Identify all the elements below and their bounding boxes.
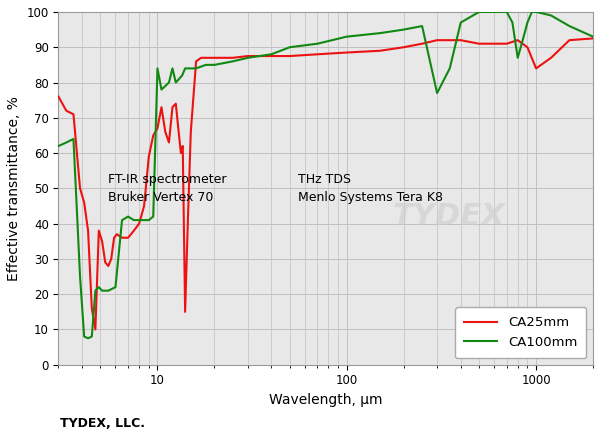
CA100mm	[130, 218, 137, 223]
Legend: CA25mm, CA100mm: CA25mm, CA100mm	[455, 307, 586, 358]
CA25mm	[182, 309, 189, 314]
CA100mm	[547, 13, 554, 18]
CA100mm	[457, 20, 464, 25]
CA100mm	[589, 34, 596, 39]
X-axis label: Wavelength, μm: Wavelength, μm	[269, 393, 383, 407]
CA100mm	[475, 9, 482, 15]
Y-axis label: Effective transmittance, %: Effective transmittance, %	[7, 96, 21, 281]
CA25mm	[125, 235, 132, 240]
CA25mm	[343, 50, 350, 55]
Line: CA100mm: CA100mm	[58, 12, 593, 338]
CA25mm	[101, 260, 109, 265]
CA100mm	[55, 143, 62, 148]
CA25mm	[70, 112, 77, 117]
CA25mm	[55, 94, 62, 99]
CA25mm	[589, 36, 596, 41]
CA100mm	[136, 218, 143, 223]
Line: CA25mm: CA25mm	[58, 39, 593, 329]
Text: FT-IR spectrometer
Bruker Vertex 70: FT-IR spectrometer Bruker Vertex 70	[109, 173, 227, 204]
CA25mm	[88, 306, 95, 311]
CA25mm	[92, 327, 99, 332]
Text: TYDEX: TYDEX	[392, 202, 505, 231]
Text: TYDEX, LLC.: TYDEX, LLC.	[60, 417, 145, 429]
Text: THz TDS
Menlo Systems Tera K8: THz TDS Menlo Systems Tera K8	[298, 173, 443, 204]
CA100mm	[519, 38, 526, 43]
CA100mm	[85, 336, 92, 341]
CA100mm	[400, 27, 407, 32]
